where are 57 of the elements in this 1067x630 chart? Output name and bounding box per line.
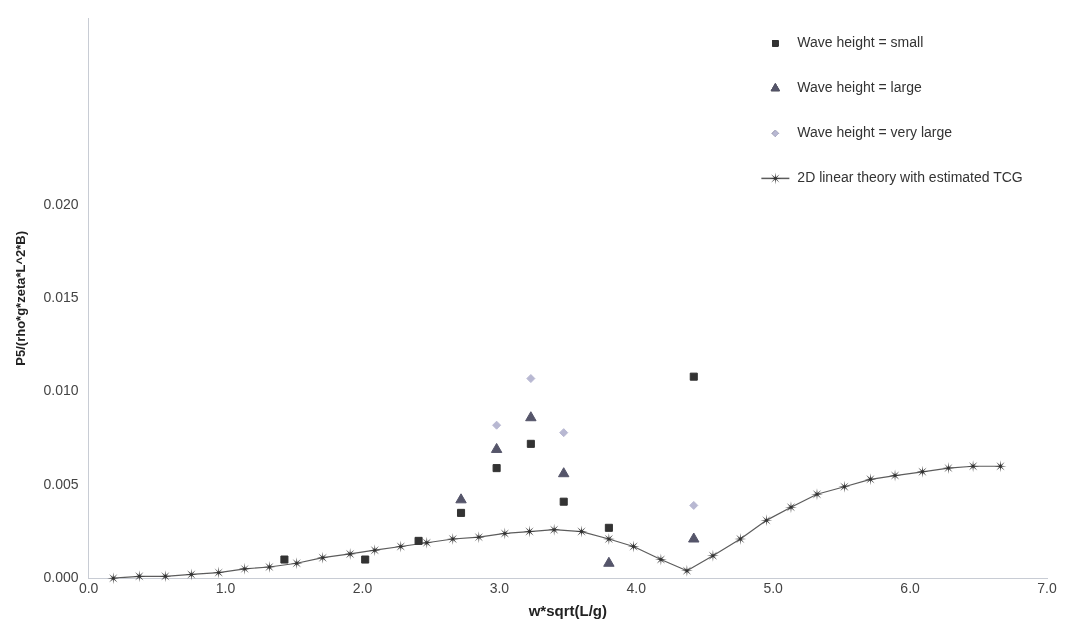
y-tick-label: 0.005 xyxy=(43,475,79,492)
y-tick-label: 0.000 xyxy=(43,569,79,586)
x-tick-label: 6.0 xyxy=(900,580,921,597)
y-tick-label: 0.015 xyxy=(43,289,79,306)
point xyxy=(680,564,693,577)
point xyxy=(368,544,381,557)
point xyxy=(627,540,640,553)
point xyxy=(575,525,588,538)
point xyxy=(526,439,535,448)
point xyxy=(133,570,146,583)
point xyxy=(361,555,370,564)
point xyxy=(280,555,289,564)
point xyxy=(394,540,407,553)
legend-label: 2D linear theory with estimated TCG xyxy=(797,169,1023,186)
x-tick-label: 7.0 xyxy=(1037,580,1057,597)
x-tick-label: 0.0 xyxy=(78,580,99,597)
point xyxy=(760,514,773,527)
point xyxy=(472,531,485,544)
legend-label: Wave height = large xyxy=(797,79,922,96)
point xyxy=(558,467,570,478)
point xyxy=(559,428,569,438)
point xyxy=(107,572,120,585)
point xyxy=(492,464,501,473)
legend-label: Wave height = small xyxy=(797,34,924,51)
point xyxy=(290,557,303,570)
point xyxy=(492,420,502,430)
point xyxy=(316,551,329,564)
point xyxy=(689,372,698,381)
point xyxy=(455,493,467,504)
point xyxy=(689,500,699,510)
point xyxy=(864,473,877,486)
y-tick-label: 0.010 xyxy=(43,382,79,399)
point xyxy=(456,508,466,517)
point xyxy=(185,568,198,581)
legend-label: Wave height = very large xyxy=(797,124,953,141)
point xyxy=(414,536,423,545)
x-tick-label: 1.0 xyxy=(215,580,236,597)
x-axis-title: w*sqrt(L/g) xyxy=(527,602,607,620)
x-tick-label: 4.0 xyxy=(626,580,647,597)
point xyxy=(994,460,1007,473)
point xyxy=(523,525,536,538)
point xyxy=(838,480,851,493)
x-tick-label: 2.0 xyxy=(352,580,373,597)
x-tick-label: 3.0 xyxy=(489,580,510,597)
point xyxy=(526,374,536,384)
point xyxy=(688,532,700,543)
point xyxy=(604,523,613,532)
x-tick-label: 5.0 xyxy=(763,580,784,597)
y-axis-title: P5/(rho*g*zeta*L^2*B) xyxy=(13,230,29,366)
y-tick-label: 0.020 xyxy=(43,195,79,212)
point xyxy=(490,442,503,453)
point xyxy=(212,566,225,579)
point xyxy=(159,570,172,583)
point xyxy=(525,411,537,422)
point xyxy=(559,497,568,506)
point xyxy=(238,562,251,575)
point xyxy=(603,556,615,567)
